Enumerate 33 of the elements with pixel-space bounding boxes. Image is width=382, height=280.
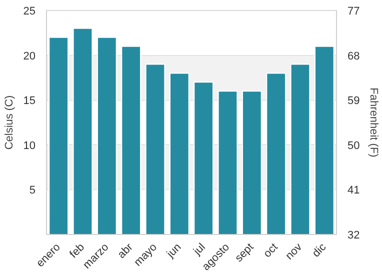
y-tick-label: 10 [23, 140, 36, 152]
x-tick-label: feb [68, 241, 87, 261]
bar [218, 90, 238, 234]
bar [96, 36, 117, 234]
x-tick-label: jul [190, 241, 208, 258]
x-tick-label: oct [261, 241, 280, 260]
y2-tick-label: 41 [348, 184, 360, 197]
y2-tick-label: 32 [348, 230, 360, 242]
bar [242, 90, 262, 234]
x-tick-label: abr [116, 241, 136, 261]
bar [266, 72, 286, 234]
y2-tick-label: 68 [348, 50, 360, 62]
bar [72, 28, 93, 234]
bar [194, 82, 214, 234]
x-tick-label: nov [283, 240, 305, 262]
bar [169, 72, 190, 234]
y2-tick-label: 59 [348, 95, 360, 108]
y2-axis-title: Fahrenheit (F) [368, 88, 380, 158]
bar [314, 46, 334, 234]
bar [48, 36, 69, 234]
y2-tick-label: 50 [348, 140, 360, 152]
x-tick-label: dic [310, 240, 330, 260]
x-tick-label: sept [232, 241, 256, 264]
bar [290, 64, 310, 234]
y-axis-title: Celsius (C) [3, 95, 16, 150]
y-tick-label: 5 [29, 184, 36, 197]
y2-tick-label: 77 [348, 6, 360, 18]
y-tick-label: 20 [23, 50, 36, 62]
x-tick-label: jun [164, 241, 184, 261]
bar [145, 64, 166, 234]
bar [121, 46, 142, 234]
y-tick-label: 15 [23, 95, 36, 108]
y-tick-label: 25 [23, 6, 36, 18]
